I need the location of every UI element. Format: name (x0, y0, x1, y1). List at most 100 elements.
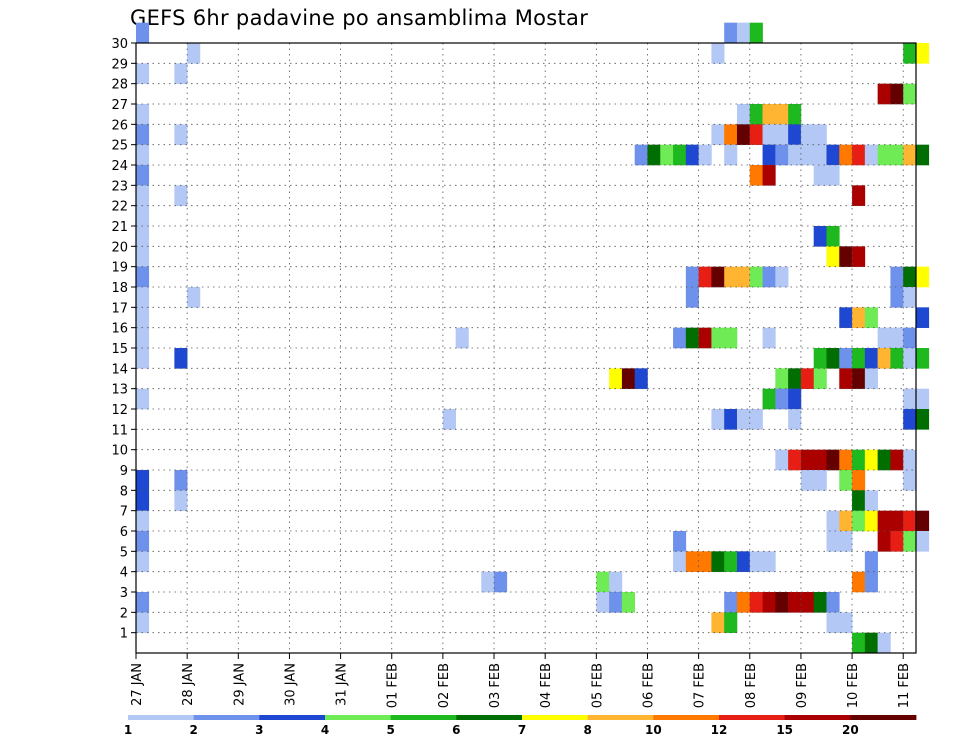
heatmap-cell (736, 592, 751, 613)
heatmap-cell (724, 327, 738, 349)
heatmap-cell (788, 104, 802, 125)
heatmap-cell (916, 266, 930, 288)
heatmap-cell (839, 510, 853, 532)
y-tick-label: 1 (120, 627, 128, 642)
heatmap-cell (455, 327, 469, 349)
heatmap-cell (736, 22, 751, 44)
heatmap-cell (634, 144, 648, 166)
heatmap-cell (724, 124, 738, 145)
heatmap-cell (916, 388, 930, 410)
heatmap-cell (826, 449, 840, 471)
heatmap-cell (685, 144, 699, 166)
heatmap-cell (890, 531, 904, 552)
heatmap-cell (136, 124, 150, 145)
heatmap-cell (174, 63, 188, 84)
y-tick-label: 19 (111, 261, 128, 276)
heatmap-cell (877, 449, 891, 471)
heatmap-cell (775, 388, 789, 410)
heatmap-cell (762, 266, 776, 288)
heatmap-cell (864, 144, 878, 166)
heatmap-cell (903, 287, 917, 308)
heatmap-cell (813, 348, 827, 369)
y-tick-label: 28 (111, 78, 128, 93)
heatmap-cell (749, 266, 763, 288)
heatmap-cell (839, 368, 853, 389)
heatmap-cell (903, 388, 917, 410)
heatmap-cell (788, 388, 802, 410)
heatmap-cell (903, 327, 917, 349)
y-tick-label: 4 (120, 566, 128, 581)
heatmap-cell (800, 368, 815, 389)
heatmap-cell (136, 470, 150, 491)
y-tick-label: 9 (120, 464, 128, 479)
heatmap-cell (826, 144, 840, 166)
heatmap-cell (685, 327, 699, 349)
heatmap-cell (864, 632, 878, 654)
heatmap-cell (136, 287, 150, 308)
y-tick-label: 29 (111, 57, 128, 72)
legend-label: 6 (452, 723, 460, 737)
y-tick-label: 5 (120, 545, 128, 560)
heatmap-cell (864, 571, 878, 593)
heatmap-cell (890, 266, 904, 288)
heatmap-cell (136, 246, 150, 267)
heatmap-cell (634, 368, 648, 389)
heatmap-cell (903, 348, 917, 369)
heatmap-cell (762, 592, 776, 613)
heatmap-cell (174, 470, 188, 491)
heatmap-cell (698, 144, 712, 166)
heatmap-cell (826, 592, 840, 613)
heatmap-cell (673, 551, 687, 572)
x-tick-label: 10 FEB (846, 663, 861, 708)
heatmap-cell (788, 124, 802, 145)
heatmap-cell (685, 551, 699, 572)
heatmap-cell (621, 592, 635, 613)
x-tick-label: 27 JAN (130, 663, 145, 706)
heatmap-cell (698, 266, 712, 288)
y-tick-label: 25 (111, 139, 128, 154)
heatmap-cell (762, 144, 776, 166)
heatmap-cell (903, 144, 917, 166)
heatmap-cell (673, 144, 687, 166)
heatmap-cell (762, 165, 776, 186)
heatmap-cell (852, 632, 866, 654)
y-tick-label: 23 (111, 179, 128, 194)
heatmap-cell (916, 531, 930, 552)
legend-label: 1 (124, 723, 132, 737)
heatmap-cell (762, 124, 776, 145)
x-tick-label: 01 FEB (386, 663, 401, 708)
heatmap-cell (826, 510, 840, 532)
heatmap-cell (724, 592, 738, 613)
y-tick-label: 20 (111, 240, 128, 255)
heatmap-cell (136, 205, 150, 227)
heatmap-cell (839, 348, 853, 369)
heatmap-cell (775, 449, 789, 471)
heatmap-cell (775, 592, 789, 613)
heatmap-cell (877, 632, 891, 654)
legend-label: 12 (711, 723, 728, 737)
heatmap-cell (174, 124, 188, 145)
heatmap-cell (685, 287, 699, 308)
y-tick-label: 15 (111, 342, 128, 357)
heatmap-cell (136, 388, 150, 410)
heatmap-cell (762, 551, 776, 572)
heatmap-cell (839, 531, 853, 552)
heatmap-cell (813, 449, 827, 471)
y-tick-label: 17 (111, 301, 128, 316)
x-tick-label: 31 JAN (335, 663, 350, 706)
heatmap-cell (852, 490, 866, 511)
x-tick-label: 04 FEB (539, 663, 554, 708)
legend-swatch (850, 715, 917, 720)
heatmap-cell (136, 307, 150, 328)
heatmap-cell (916, 43, 930, 64)
heatmap-cell (916, 307, 930, 328)
legend-swatch (456, 715, 523, 720)
heatmap-cell (813, 368, 827, 389)
heatmap-cell (711, 409, 725, 430)
heatmap-cell (864, 368, 878, 389)
heatmap-cell (442, 409, 456, 430)
heatmap-cell (890, 144, 904, 166)
heatmap-cell (685, 266, 699, 288)
heatmap-cell (711, 612, 725, 633)
legend-label: 20 (842, 723, 859, 737)
